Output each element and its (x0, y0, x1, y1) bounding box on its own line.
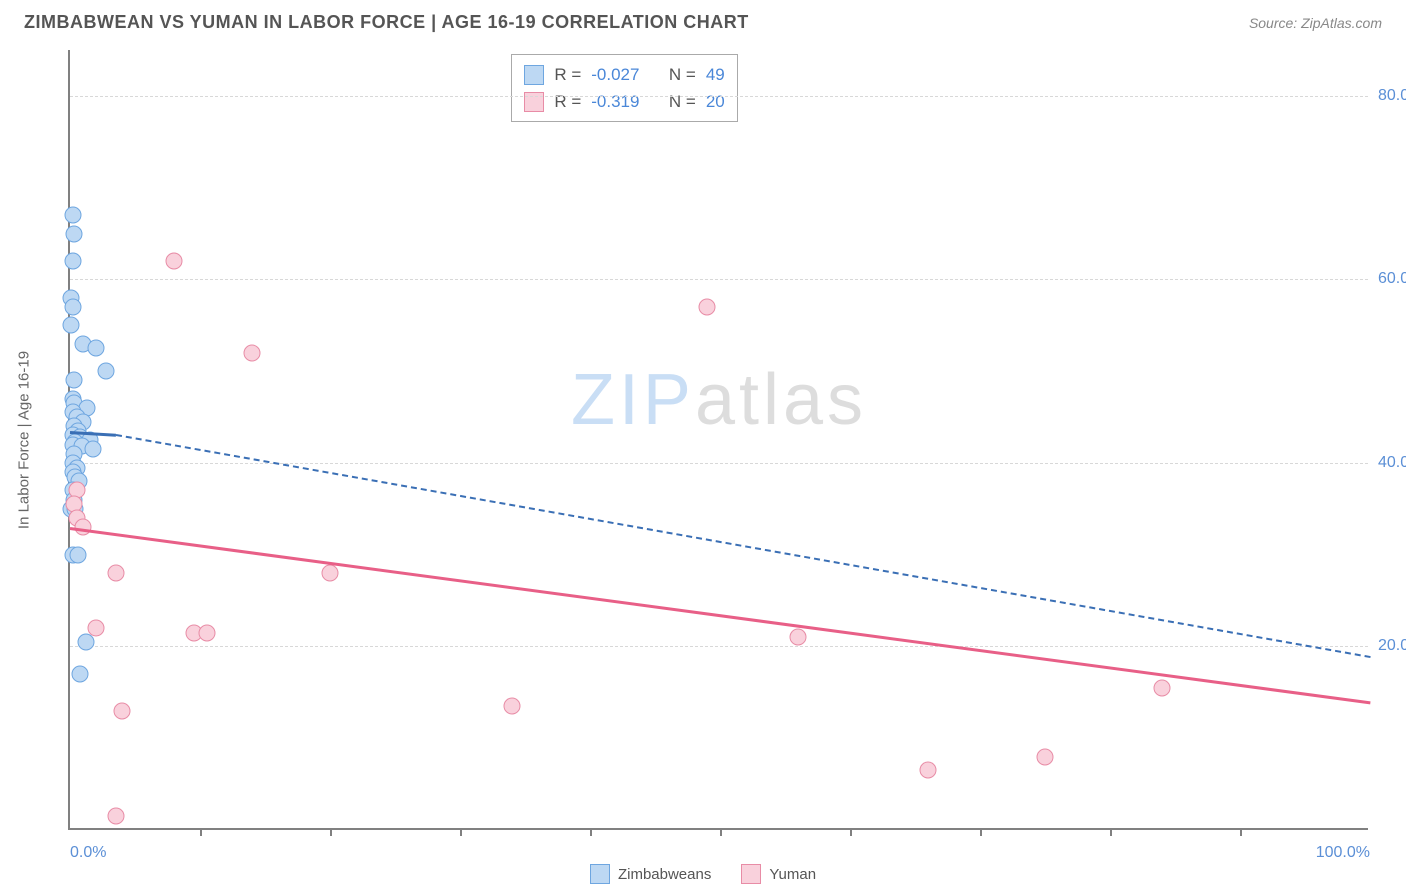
legend-swatch (590, 864, 610, 884)
stat-n-value: 49 (706, 61, 725, 88)
data-point (1154, 679, 1171, 696)
data-point (114, 702, 131, 719)
data-point (198, 624, 215, 641)
trend-line (115, 434, 1370, 658)
y-tick-label: 80.0% (1378, 87, 1406, 105)
watermark: ZIPatlas (571, 359, 867, 441)
gridline-h (70, 646, 1368, 647)
data-point (88, 340, 105, 357)
watermark-atlas: atlas (695, 360, 867, 440)
legend-swatch (524, 65, 544, 85)
watermark-zip: ZIP (571, 360, 695, 440)
x-tick-label: 0.0% (70, 844, 106, 862)
legend-item: Zimbabweans (590, 864, 711, 884)
chart-container: In Labor Force | Age 16-19 ZIPatlas R = … (40, 50, 1380, 830)
y-tick-label: 20.0% (1378, 637, 1406, 655)
gridline-h (70, 96, 1368, 97)
stat-n-label: N = (669, 88, 696, 115)
data-point (244, 344, 261, 361)
stats-legend-box: R = -0.027 N = 49R = -0.319 N = 20 (511, 54, 737, 122)
y-tick-label: 40.0% (1378, 454, 1406, 472)
legend-label: Zimbabweans (618, 866, 711, 883)
legend-item: Yuman (741, 864, 816, 884)
data-point (107, 565, 124, 582)
data-point (65, 372, 82, 389)
x-tick-minor (460, 828, 462, 836)
data-point (64, 253, 81, 270)
data-point (77, 633, 94, 650)
data-point (504, 698, 521, 715)
data-point (920, 762, 937, 779)
data-point (166, 253, 183, 270)
chart-source: Source: ZipAtlas.com (1249, 15, 1382, 31)
data-point (699, 298, 716, 315)
data-point (88, 620, 105, 637)
data-point (64, 207, 81, 224)
x-tick-minor (200, 828, 202, 836)
gridline-h (70, 279, 1368, 280)
data-point (85, 441, 102, 458)
x-tick-minor (590, 828, 592, 836)
x-tick-minor (330, 828, 332, 836)
data-point (72, 666, 89, 683)
stat-r-label: R = (554, 61, 581, 88)
trend-line (70, 527, 1370, 704)
stat-n-label: N = (669, 61, 696, 88)
data-point (790, 629, 807, 646)
data-point (107, 808, 124, 825)
y-tick-label: 60.0% (1378, 270, 1406, 288)
x-tick-minor (720, 828, 722, 836)
bottom-legend: Zimbabweans Yuman (0, 864, 1406, 884)
stats-row: R = -0.027 N = 49 (524, 61, 724, 88)
x-tick-minor (1110, 828, 1112, 836)
data-point (65, 225, 82, 242)
gridline-h (70, 463, 1368, 464)
stat-r-value: -0.027 (591, 61, 639, 88)
plot-area: ZIPatlas R = -0.027 N = 49R = -0.319 N =… (68, 50, 1368, 830)
legend-swatch (741, 864, 761, 884)
x-tick-minor (850, 828, 852, 836)
data-point (63, 317, 80, 334)
data-point (1037, 748, 1054, 765)
legend-swatch (524, 92, 544, 112)
stats-row: R = -0.319 N = 20 (524, 88, 724, 115)
y-axis-label: In Labor Force | Age 16-19 (16, 351, 33, 529)
data-point (64, 298, 81, 315)
legend-label: Yuman (769, 866, 816, 883)
data-point (322, 565, 339, 582)
stat-n-value: 20 (706, 88, 725, 115)
data-point (98, 363, 115, 380)
chart-title: ZIMBABWEAN VS YUMAN IN LABOR FORCE | AGE… (24, 12, 749, 33)
stat-r-label: R = (554, 88, 581, 115)
chart-header: ZIMBABWEAN VS YUMAN IN LABOR FORCE | AGE… (0, 0, 1406, 41)
x-tick-minor (980, 828, 982, 836)
stat-r-value: -0.319 (591, 88, 639, 115)
data-point (69, 546, 86, 563)
x-tick-label: 100.0% (1316, 844, 1370, 862)
x-tick-minor (1240, 828, 1242, 836)
